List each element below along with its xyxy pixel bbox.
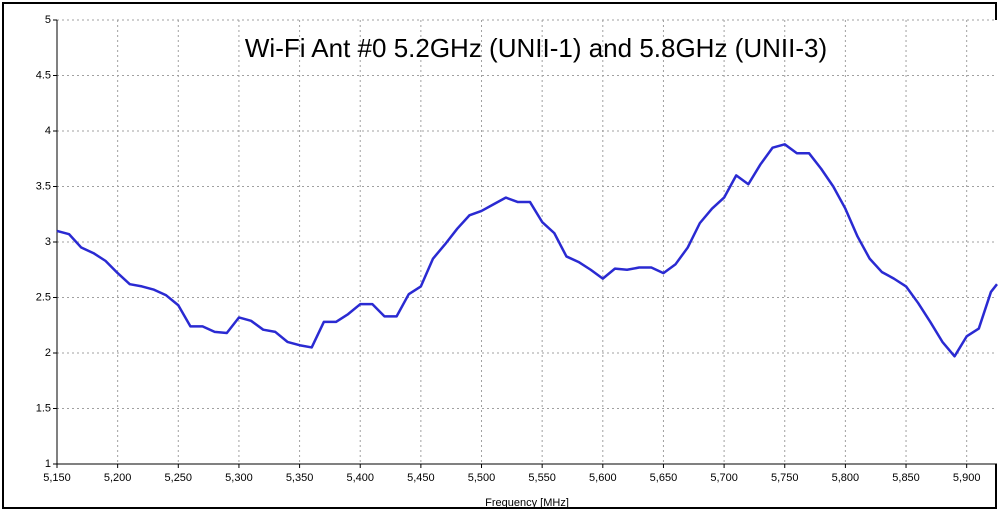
x-tick-label: 5,600 — [589, 472, 617, 484]
y-tick-label: 2.5 — [36, 291, 51, 303]
x-tick-label: 5,650 — [650, 472, 678, 484]
chart-title: Wi-Fi Ant #0 5.2GHz (UNII-1) and 5.8GHz … — [245, 33, 827, 63]
data-line — [56, 143, 998, 358]
x-tick-label: 5,350 — [286, 472, 314, 484]
x-tick-label: 5,200 — [104, 472, 132, 484]
y-tick-label: 4.5 — [36, 69, 51, 81]
y-tick-label: 3.5 — [36, 180, 51, 192]
x-tick-label: 5,300 — [225, 472, 253, 484]
x-tick-label: 5,500 — [468, 472, 496, 484]
x-tick-label: 5,150 — [43, 472, 71, 484]
y-tick-label: 5 — [45, 14, 51, 26]
x-axis-label: Frequency [MHz] — [485, 497, 569, 509]
x-tick-label: 5,900 — [953, 472, 981, 484]
y-tick-label: 3 — [45, 236, 51, 248]
x-tick-label: 5,250 — [165, 472, 193, 484]
y-tick-label: 1.5 — [36, 402, 51, 414]
x-tick-label: 5,700 — [710, 472, 738, 484]
x-tick-label: 5,800 — [832, 472, 860, 484]
x-tick-label: 5,750 — [771, 472, 799, 484]
y-tick-label: 2 — [45, 347, 51, 359]
y-tick-label: 1 — [45, 458, 51, 470]
x-tick-label: 5,550 — [528, 472, 556, 484]
x-tick-label: 5,400 — [346, 472, 374, 484]
x-tick-label: 5,450 — [407, 472, 435, 484]
x-tick-label: 5,850 — [892, 472, 920, 484]
y-tick-label: 4 — [45, 125, 51, 137]
